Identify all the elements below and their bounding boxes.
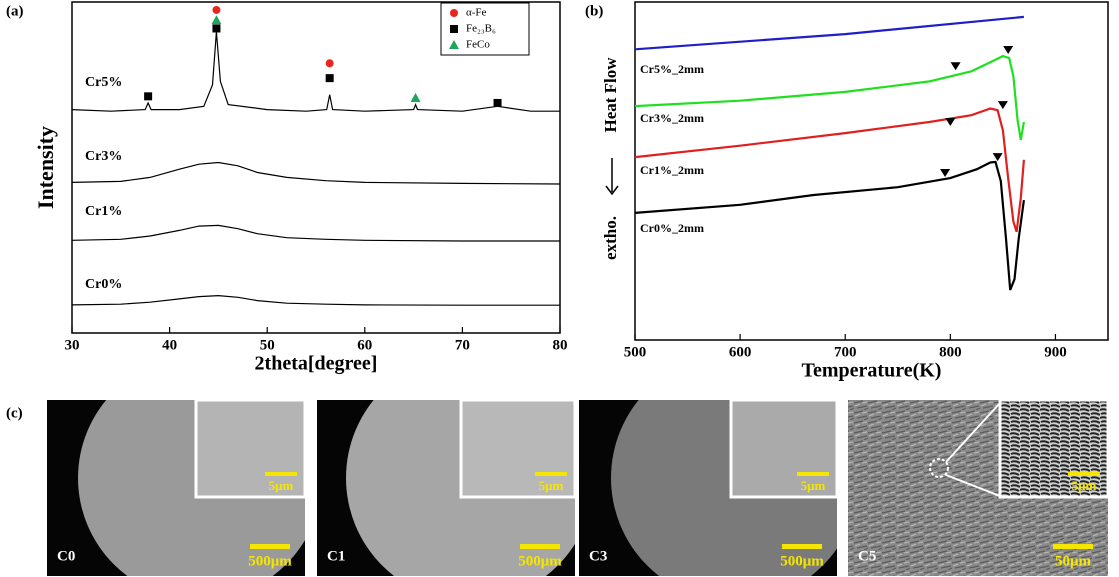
series-line xyxy=(634,15,1025,51)
x-tick-label: 70 xyxy=(455,337,470,353)
scale-bar xyxy=(520,544,560,549)
series-line xyxy=(634,107,1025,233)
x-axis-label: Temperature(K) xyxy=(802,360,942,382)
panel-label: (a) xyxy=(6,3,24,19)
micrograph xyxy=(47,400,305,576)
x-tick-label: 40 xyxy=(162,337,177,353)
series-label: Cr1%_2mm xyxy=(640,163,704,177)
x-tick-label: 700 xyxy=(834,344,857,360)
x-tick-label: 30 xyxy=(65,337,80,353)
scale-bar xyxy=(535,472,567,476)
scale-label: 5μm xyxy=(1072,478,1097,493)
series-label: Cr0%_2mm xyxy=(640,221,704,235)
series-label: Cr3% xyxy=(85,149,122,164)
x-tick-label: 60 xyxy=(357,337,372,353)
micrograph xyxy=(579,400,837,576)
series-label: Cr5%_2mm xyxy=(640,62,704,76)
marker xyxy=(940,169,951,178)
y-axis-label: Intensity xyxy=(33,126,58,209)
image-label: C5 xyxy=(858,548,876,564)
panel-label: (b) xyxy=(585,3,603,19)
plot-frame xyxy=(634,1,1109,341)
scale-label: 5μm xyxy=(539,478,564,493)
y-axis-arrow xyxy=(605,158,619,196)
image-label: C1 xyxy=(327,548,345,564)
x-tick-label: 50 xyxy=(260,337,275,353)
panel-label: (c) xyxy=(6,405,23,421)
legend-symbol xyxy=(450,25,458,33)
scale-bar xyxy=(797,472,829,476)
x-tick-label: 800 xyxy=(939,344,962,360)
micrograph xyxy=(317,400,575,576)
x-tick-label: 80 xyxy=(553,337,568,353)
marker xyxy=(950,62,961,71)
marker xyxy=(1003,45,1014,54)
marker xyxy=(325,59,334,68)
scale-bar xyxy=(782,544,822,549)
legend: α-Fe Fe₂₃B₆ FeCo xyxy=(440,2,530,56)
marker xyxy=(211,15,222,25)
scale-label: 500μm xyxy=(780,553,824,569)
scale-label: 500μm xyxy=(518,553,562,569)
x-tick-label: 600 xyxy=(729,344,752,360)
x-tick-label: 500 xyxy=(624,344,647,360)
scale-label: 5μm xyxy=(269,478,294,493)
legend-label: α-Fe xyxy=(466,7,487,19)
scale-bar xyxy=(250,544,290,549)
image-label: C3 xyxy=(589,548,607,564)
scale-label: 5μm xyxy=(801,478,826,493)
scale-bar xyxy=(1068,472,1100,476)
marker xyxy=(997,101,1008,110)
series-line xyxy=(634,54,1025,141)
series-label: Cr5% xyxy=(85,75,122,90)
legend-symbol xyxy=(450,9,458,17)
marker xyxy=(144,92,153,101)
marker xyxy=(410,92,421,102)
scale-bar xyxy=(265,472,297,476)
x-axis-label: 2theta[degree] xyxy=(255,353,378,375)
y-axis-label: extho. xyxy=(601,216,620,260)
marker xyxy=(212,5,221,14)
series-line xyxy=(71,31,560,112)
plot-frame xyxy=(71,1,561,334)
scale-label: 500μm xyxy=(248,553,292,569)
marker xyxy=(325,74,334,83)
marker xyxy=(493,98,502,107)
legend-label: FeCo xyxy=(466,39,490,51)
series-line xyxy=(71,294,560,306)
marker xyxy=(212,24,221,33)
y-axis-label: Heat Flow xyxy=(601,57,620,133)
image-label: C0 xyxy=(57,548,75,564)
series-line xyxy=(71,224,560,242)
legend-label: Fe₂₃B₆ xyxy=(466,23,496,35)
scale-bar xyxy=(1053,544,1093,549)
series-line xyxy=(71,161,561,185)
scale-label: 50μm xyxy=(1055,553,1092,569)
series-label: Cr1% xyxy=(85,204,122,219)
x-tick-label: 900 xyxy=(1044,344,1067,360)
series-label: Cr0% xyxy=(85,277,122,292)
series-line xyxy=(634,160,1025,291)
series-label: Cr3%_2mm xyxy=(640,111,704,125)
legend-symbol xyxy=(449,40,459,49)
marker xyxy=(945,117,956,126)
micrograph xyxy=(848,400,1108,576)
marker xyxy=(992,153,1003,162)
